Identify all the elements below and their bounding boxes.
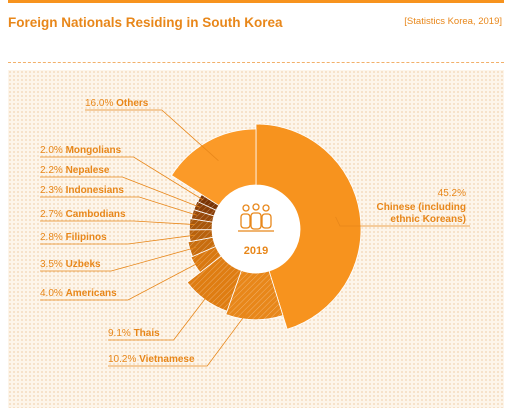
- leader-lines: [40, 109, 470, 367]
- leader-line: [40, 196, 198, 216]
- slice-hatch: [191, 209, 214, 223]
- slice-label-value: 2.8%: [40, 232, 66, 243]
- slice-label-name: Vietnamese: [139, 354, 195, 365]
- leader-line: [40, 247, 197, 272]
- slice-label-name: Chinese (including: [377, 202, 466, 213]
- slice-label-value: 3.5%: [40, 259, 66, 270]
- slice-label: 2.2% Nepalese: [40, 165, 110, 176]
- slice-label-value: 16.0%: [85, 98, 116, 109]
- slice-label: 16.0% Others: [85, 98, 149, 109]
- slice-label-value: 2.2%: [40, 165, 66, 176]
- slice-label-name: Americans: [66, 288, 118, 299]
- slice-hatch: [225, 270, 283, 320]
- chart-title: Foreign Nationals Residing in South Kore…: [8, 15, 283, 30]
- slice-hatch: [189, 229, 213, 242]
- slice-hatch: [193, 201, 217, 216]
- slice-label-value: 10.2%: [108, 354, 139, 365]
- leader-line: [335, 216, 470, 227]
- leader-line: [85, 109, 219, 161]
- slice-label-name: Indonesians: [66, 185, 125, 196]
- slice-label-value: 2.7%: [40, 209, 66, 220]
- slice-hatch: [187, 255, 242, 312]
- slice-label-name: Thais: [134, 328, 161, 339]
- slice-label: 2.3% Indonesians: [40, 185, 124, 196]
- leader-line: [40, 260, 202, 301]
- slice-hatch: [191, 246, 222, 273]
- leader-line: [40, 176, 200, 208]
- slice-label-name: Filipinos: [66, 232, 108, 243]
- slice-label-value: 9.1%: [108, 328, 134, 339]
- leader-line: [108, 286, 215, 341]
- center-year-label: 2019: [244, 245, 268, 257]
- slice-label-value: 2.0%: [40, 145, 66, 156]
- slice-labels: 45.2% Chinese (including ethnic Koreans) 10…: [40, 98, 466, 365]
- slice-label-value: 4.0%: [40, 288, 66, 299]
- header-divider: [8, 62, 504, 63]
- leader-line: [108, 302, 255, 367]
- slice-label: 3.5% Uzbeks: [40, 259, 101, 270]
- slice-label-name: Nepalese: [66, 165, 110, 176]
- slice-hatch: [197, 194, 219, 211]
- slice-label: 2.7% Cambodians: [40, 209, 126, 220]
- slice-label: 45.2% Chinese (including ethnic Koreans): [377, 188, 467, 225]
- leader-line: [40, 220, 195, 225]
- slice-label-value: 45.2%: [438, 188, 466, 199]
- leader-line: [40, 234, 195, 245]
- slice-label: 2.8% Filipinos: [40, 232, 107, 243]
- slice-label: 2.0% Mongolians: [40, 145, 122, 156]
- leader-line: [40, 156, 204, 201]
- slice-label-value: 2.3%: [40, 185, 66, 196]
- slice-label-name: Uzbeks: [66, 259, 101, 270]
- slice-label: 4.0% Americans: [40, 288, 117, 299]
- slice-label: 10.2% Vietnamese: [108, 354, 195, 365]
- top-accent-bar: [8, 0, 504, 3]
- slice-label-name: Mongolians: [66, 145, 122, 156]
- slice-label-name: Others: [116, 98, 149, 109]
- slice-label-name: Cambodians: [66, 209, 126, 220]
- slice-label-name: ethnic Koreans): [390, 214, 466, 225]
- slice-hatch: [188, 237, 216, 257]
- slice-label: 9.1% Thais: [108, 328, 160, 339]
- people-group-icon: [238, 203, 274, 232]
- chart-source: [Statistics Korea, 2019]: [404, 16, 502, 27]
